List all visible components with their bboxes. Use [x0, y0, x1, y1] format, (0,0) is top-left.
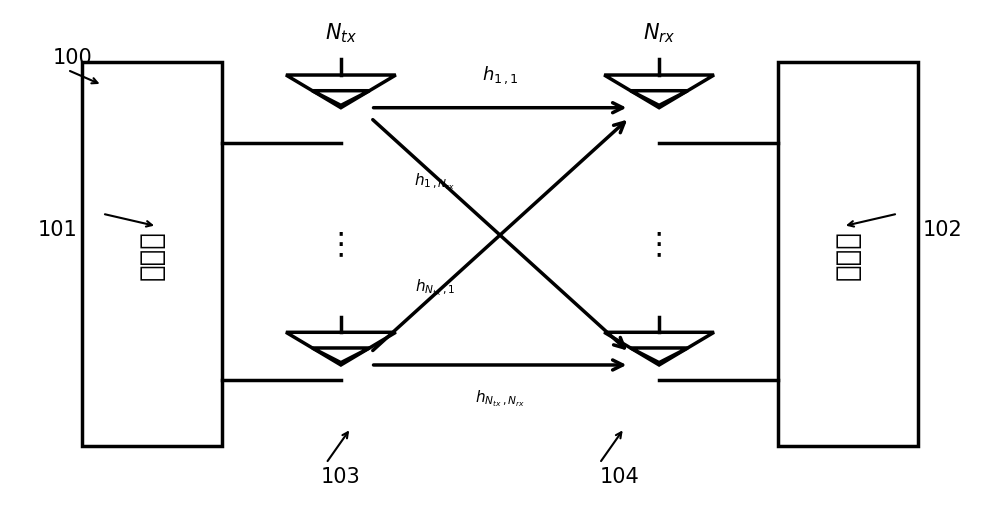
- Text: $h_{N_{tx}\,,1}$: $h_{N_{tx}\,,1}$: [415, 277, 455, 297]
- Text: 104: 104: [599, 466, 639, 486]
- Text: 103: 103: [321, 466, 361, 486]
- Polygon shape: [312, 348, 369, 363]
- Polygon shape: [631, 92, 688, 106]
- Polygon shape: [312, 92, 369, 106]
- Text: $h_{N_{tx}\,,N_{rx}}$: $h_{N_{tx}\,,N_{rx}}$: [475, 388, 525, 408]
- Polygon shape: [631, 348, 688, 363]
- Text: ⋮: ⋮: [644, 230, 674, 259]
- Text: 101: 101: [38, 219, 77, 239]
- Bar: [778, 63, 918, 446]
- Text: 接收机: 接收机: [834, 230, 862, 279]
- Text: ⋮: ⋮: [326, 230, 356, 259]
- Text: $N_{rx}$: $N_{rx}$: [643, 21, 675, 45]
- Text: 发射机: 发射机: [138, 230, 166, 279]
- Text: 100: 100: [53, 48, 92, 68]
- Text: 102: 102: [923, 219, 962, 239]
- Text: $h_{1\,,1}$: $h_{1\,,1}$: [482, 64, 518, 86]
- Text: $N_{tx}$: $N_{tx}$: [325, 21, 357, 45]
- Text: $h_{1\,,N_{rx}}$: $h_{1\,,N_{rx}}$: [414, 171, 455, 191]
- Bar: [82, 63, 222, 446]
